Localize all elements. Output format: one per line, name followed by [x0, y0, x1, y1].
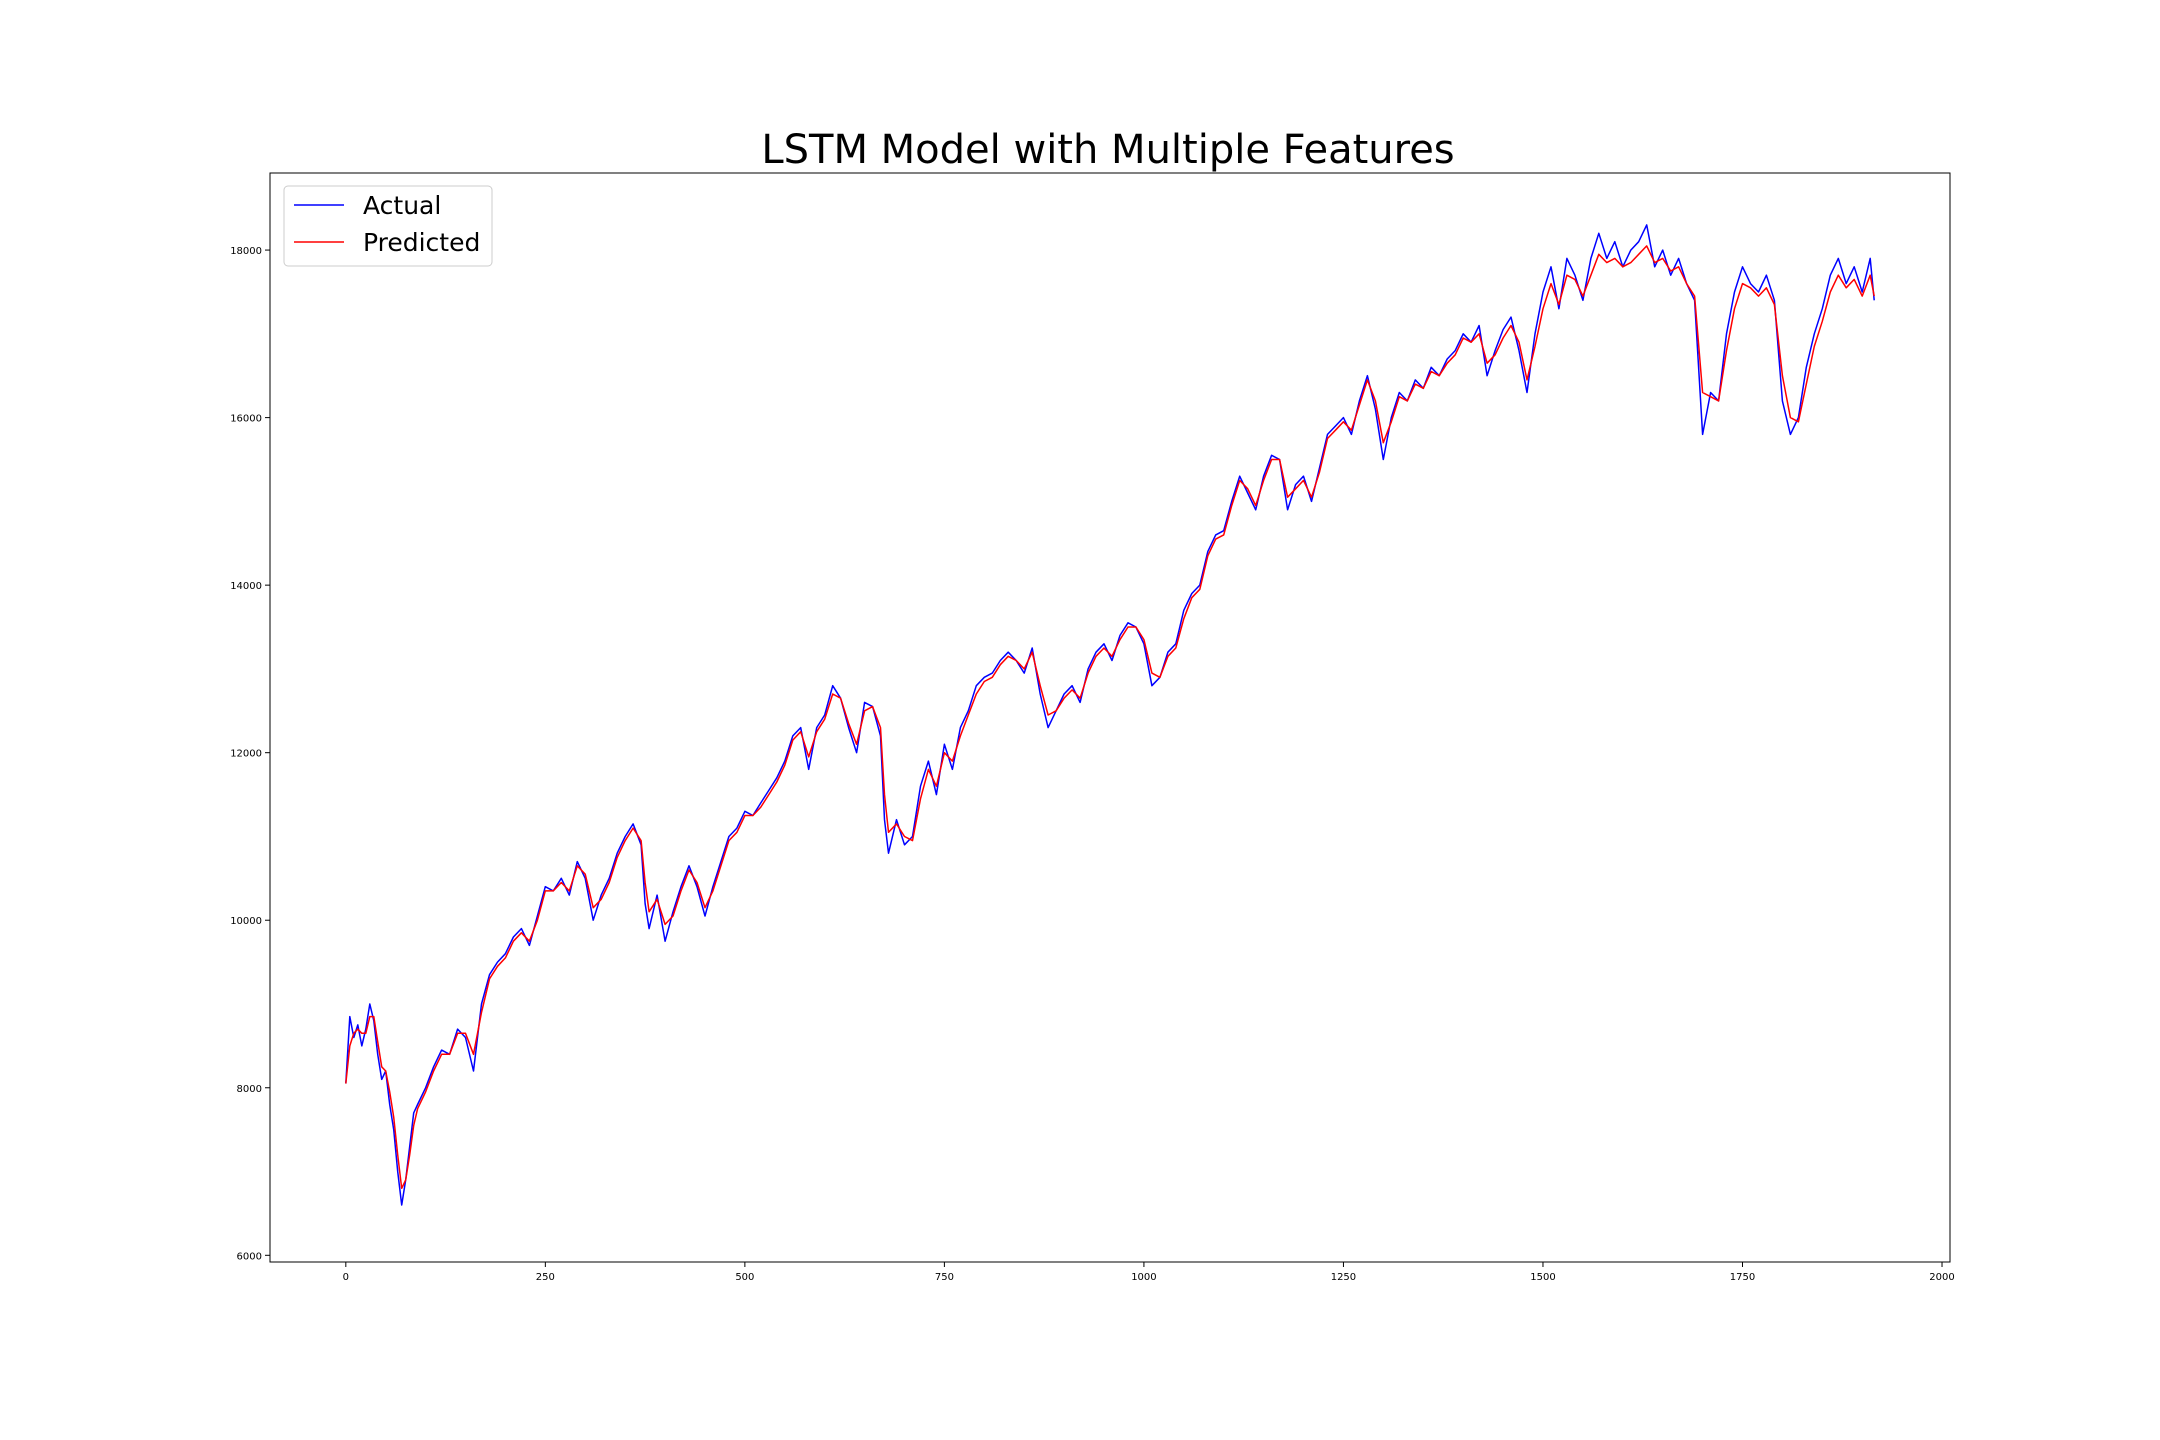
x-tick-label: 1000: [1131, 1272, 1156, 1283]
y-axis: 6000 8000 10000 12000 14000 16000 18000: [230, 246, 270, 1262]
x-tick-label: 750: [935, 1272, 954, 1283]
y-tick-label: 16000: [230, 414, 262, 425]
series-line-predicted: [345, 245, 1875, 1190]
series-line-actual: [345, 224, 1875, 1206]
x-tick-label: 1250: [1331, 1272, 1356, 1283]
y-tick-label: 18000: [230, 246, 262, 257]
legend-label-predicted: Predicted: [363, 228, 480, 257]
x-tick-label: 0: [343, 1272, 349, 1283]
x-tick-label: 1500: [1530, 1272, 1555, 1283]
series-lines: [345, 224, 1875, 1206]
x-tick-label: 500: [735, 1272, 754, 1283]
x-tick-label: 2000: [1929, 1272, 1954, 1283]
plot-frame: [269, 172, 1951, 1263]
x-tick-label: 1750: [1730, 1272, 1755, 1283]
y-tick-label: 8000: [237, 1084, 262, 1095]
plot-area: 0 250 500 750 1000 1250 1500 1750 2000 6000 8000 1…: [230, 172, 1955, 1283]
x-axis: 0 250 500 750 1000 1250 1500 1750 2000: [343, 1262, 1955, 1283]
y-tick-label: 12000: [230, 749, 262, 760]
legend: Actual Predicted: [283, 185, 493, 267]
y-tick-label: 14000: [230, 581, 262, 592]
y-tick-label: 10000: [230, 916, 262, 927]
legend-box: [283, 185, 493, 267]
x-tick-label: 250: [536, 1272, 555, 1283]
legend-label-actual: Actual: [363, 191, 441, 220]
y-tick-label: 6000: [237, 1251, 262, 1262]
chart-title: LSTM Model with Multiple Features: [761, 127, 1454, 173]
